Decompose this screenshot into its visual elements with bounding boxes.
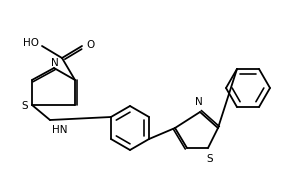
Text: N: N [51,58,59,68]
Text: O: O [86,40,94,50]
Text: HN: HN [52,125,67,135]
Text: HO: HO [23,38,39,48]
Text: N: N [195,97,203,107]
Text: S: S [207,154,213,164]
Text: S: S [22,101,28,111]
